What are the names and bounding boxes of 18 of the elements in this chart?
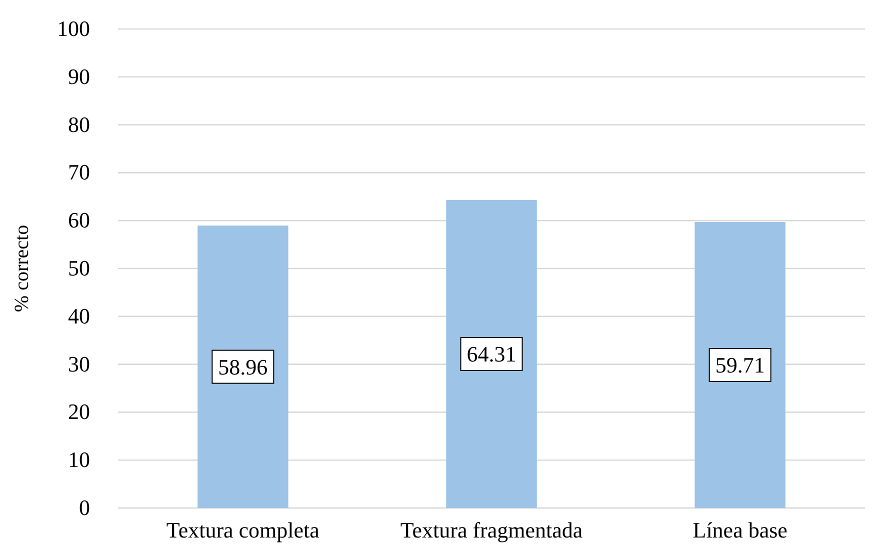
x-tick-label: Línea base — [692, 518, 788, 543]
x-tick-label: Textura fragmentada — [400, 518, 583, 543]
y-axis-title: % correcto — [11, 224, 33, 312]
y-tick-label: 60 — [68, 208, 90, 233]
y-tick-label: 10 — [68, 447, 90, 472]
x-tick-label: Textura completa — [166, 518, 320, 543]
y-tick-label: 100 — [57, 16, 90, 42]
y-tick-label: 50 — [68, 256, 90, 281]
y-tick-label: 20 — [68, 399, 90, 424]
y-tick-label: 90 — [68, 64, 90, 89]
y-tick-label: 80 — [68, 112, 90, 137]
data-label: 58.96 — [218, 354, 268, 380]
data-label: 59.71 — [715, 352, 765, 378]
y-tick-label: 30 — [68, 351, 90, 376]
y-tick-label: 0 — [79, 495, 90, 520]
data-label: 64.31 — [466, 341, 516, 366]
y-tick-label: 40 — [68, 303, 90, 328]
y-tick-label: 70 — [68, 160, 90, 185]
